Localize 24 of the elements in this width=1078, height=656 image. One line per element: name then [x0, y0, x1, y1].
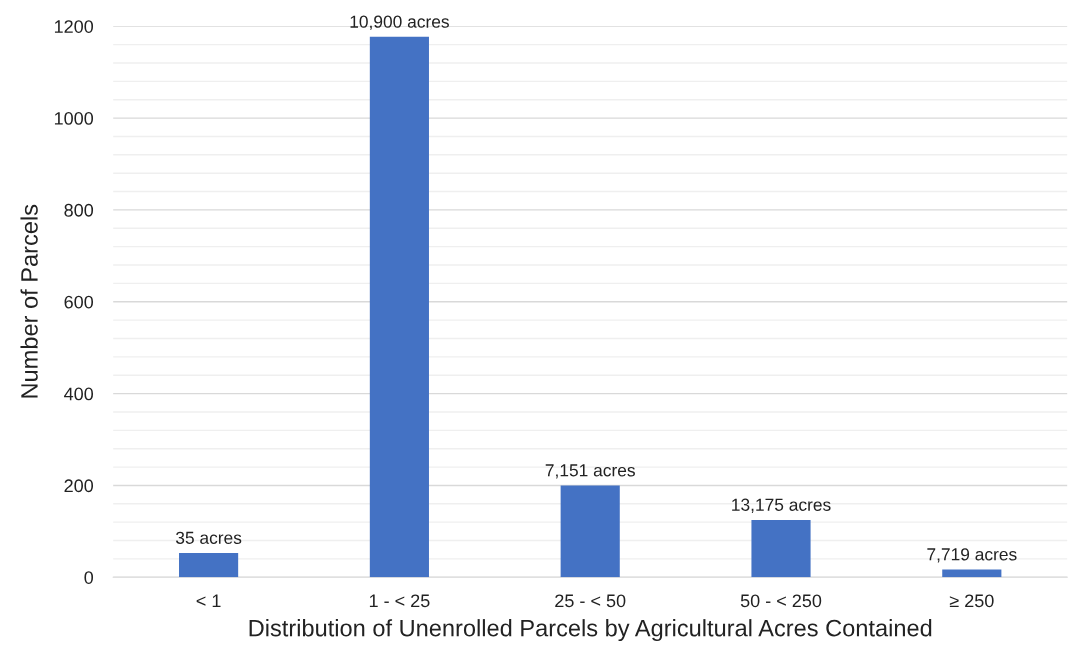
x-tick-label: ≥ 250 — [949, 594, 994, 608]
annotation: 13,175 acres — [732, 498, 831, 513]
annotation: 7,719 acres — [927, 548, 1017, 563]
y-tick-label: 200 — [64, 479, 94, 493]
y-axis-title: Number of Parcels — [20, 204, 38, 398]
annotation: 10,900 acres — [350, 15, 449, 30]
x-tick-label: 1 - < 25 — [369, 594, 430, 608]
y-tick-label: 1200 — [54, 20, 94, 33]
bar — [560, 485, 620, 578]
bar — [942, 569, 1002, 578]
bar — [179, 552, 239, 578]
annotation: 7,151 acres — [545, 464, 635, 479]
y-tick-label: 600 — [64, 295, 94, 309]
x-tick-label: 50 - < 250 — [740, 594, 822, 608]
y-tick-label: 400 — [64, 387, 94, 401]
bar — [369, 36, 429, 578]
x-tick-label: < 1 — [196, 594, 221, 608]
bar — [751, 519, 811, 578]
y-tick-label: 800 — [64, 203, 94, 217]
annotation: 35 acres — [175, 531, 242, 544]
y-tick-label: 1000 — [54, 112, 94, 125]
y-tick-label: 0 — [84, 571, 94, 584]
x-axis-title: Distribution of Unenrolled Parcels by Agricultural Acres Contained — [249, 619, 932, 642]
x-tick-label: 25 - < 50 — [555, 594, 626, 608]
